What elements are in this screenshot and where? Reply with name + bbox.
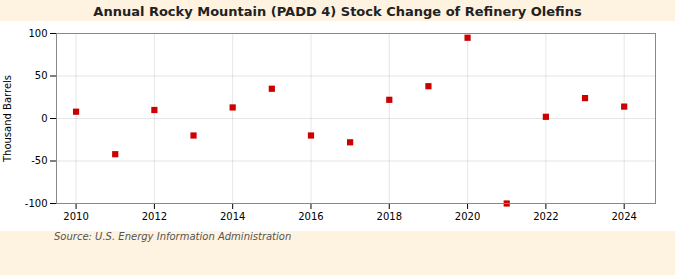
svg-text:2014: 2014	[220, 211, 245, 222]
svg-text:2024: 2024	[611, 211, 636, 222]
html-text:Source: U.S. Energy Informatio: Source: U.S. Energy Information Administ…	[54, 231, 292, 242]
html-text:Annual Rocky Mountain (PADD 4): Annual Rocky Mountain (PADD 4) Stock Cha…	[93, 4, 582, 19]
svg-text:0: 0	[41, 113, 47, 124]
svg-text:2020: 2020	[455, 211, 480, 222]
svg-text:2016: 2016	[298, 211, 323, 222]
svg-text:-50: -50	[31, 155, 47, 166]
svg-text:-100: -100	[25, 198, 48, 209]
svg-text:2018: 2018	[377, 211, 402, 222]
svg-text:100: 100	[28, 28, 47, 39]
svg-text:2010: 2010	[63, 211, 88, 222]
svg-text:2022: 2022	[533, 211, 558, 222]
svg-text:50: 50	[35, 70, 48, 81]
svg-text:2012: 2012	[142, 211, 167, 222]
svg-text:Thousand Barrels: Thousand Barrels	[2, 75, 13, 163]
